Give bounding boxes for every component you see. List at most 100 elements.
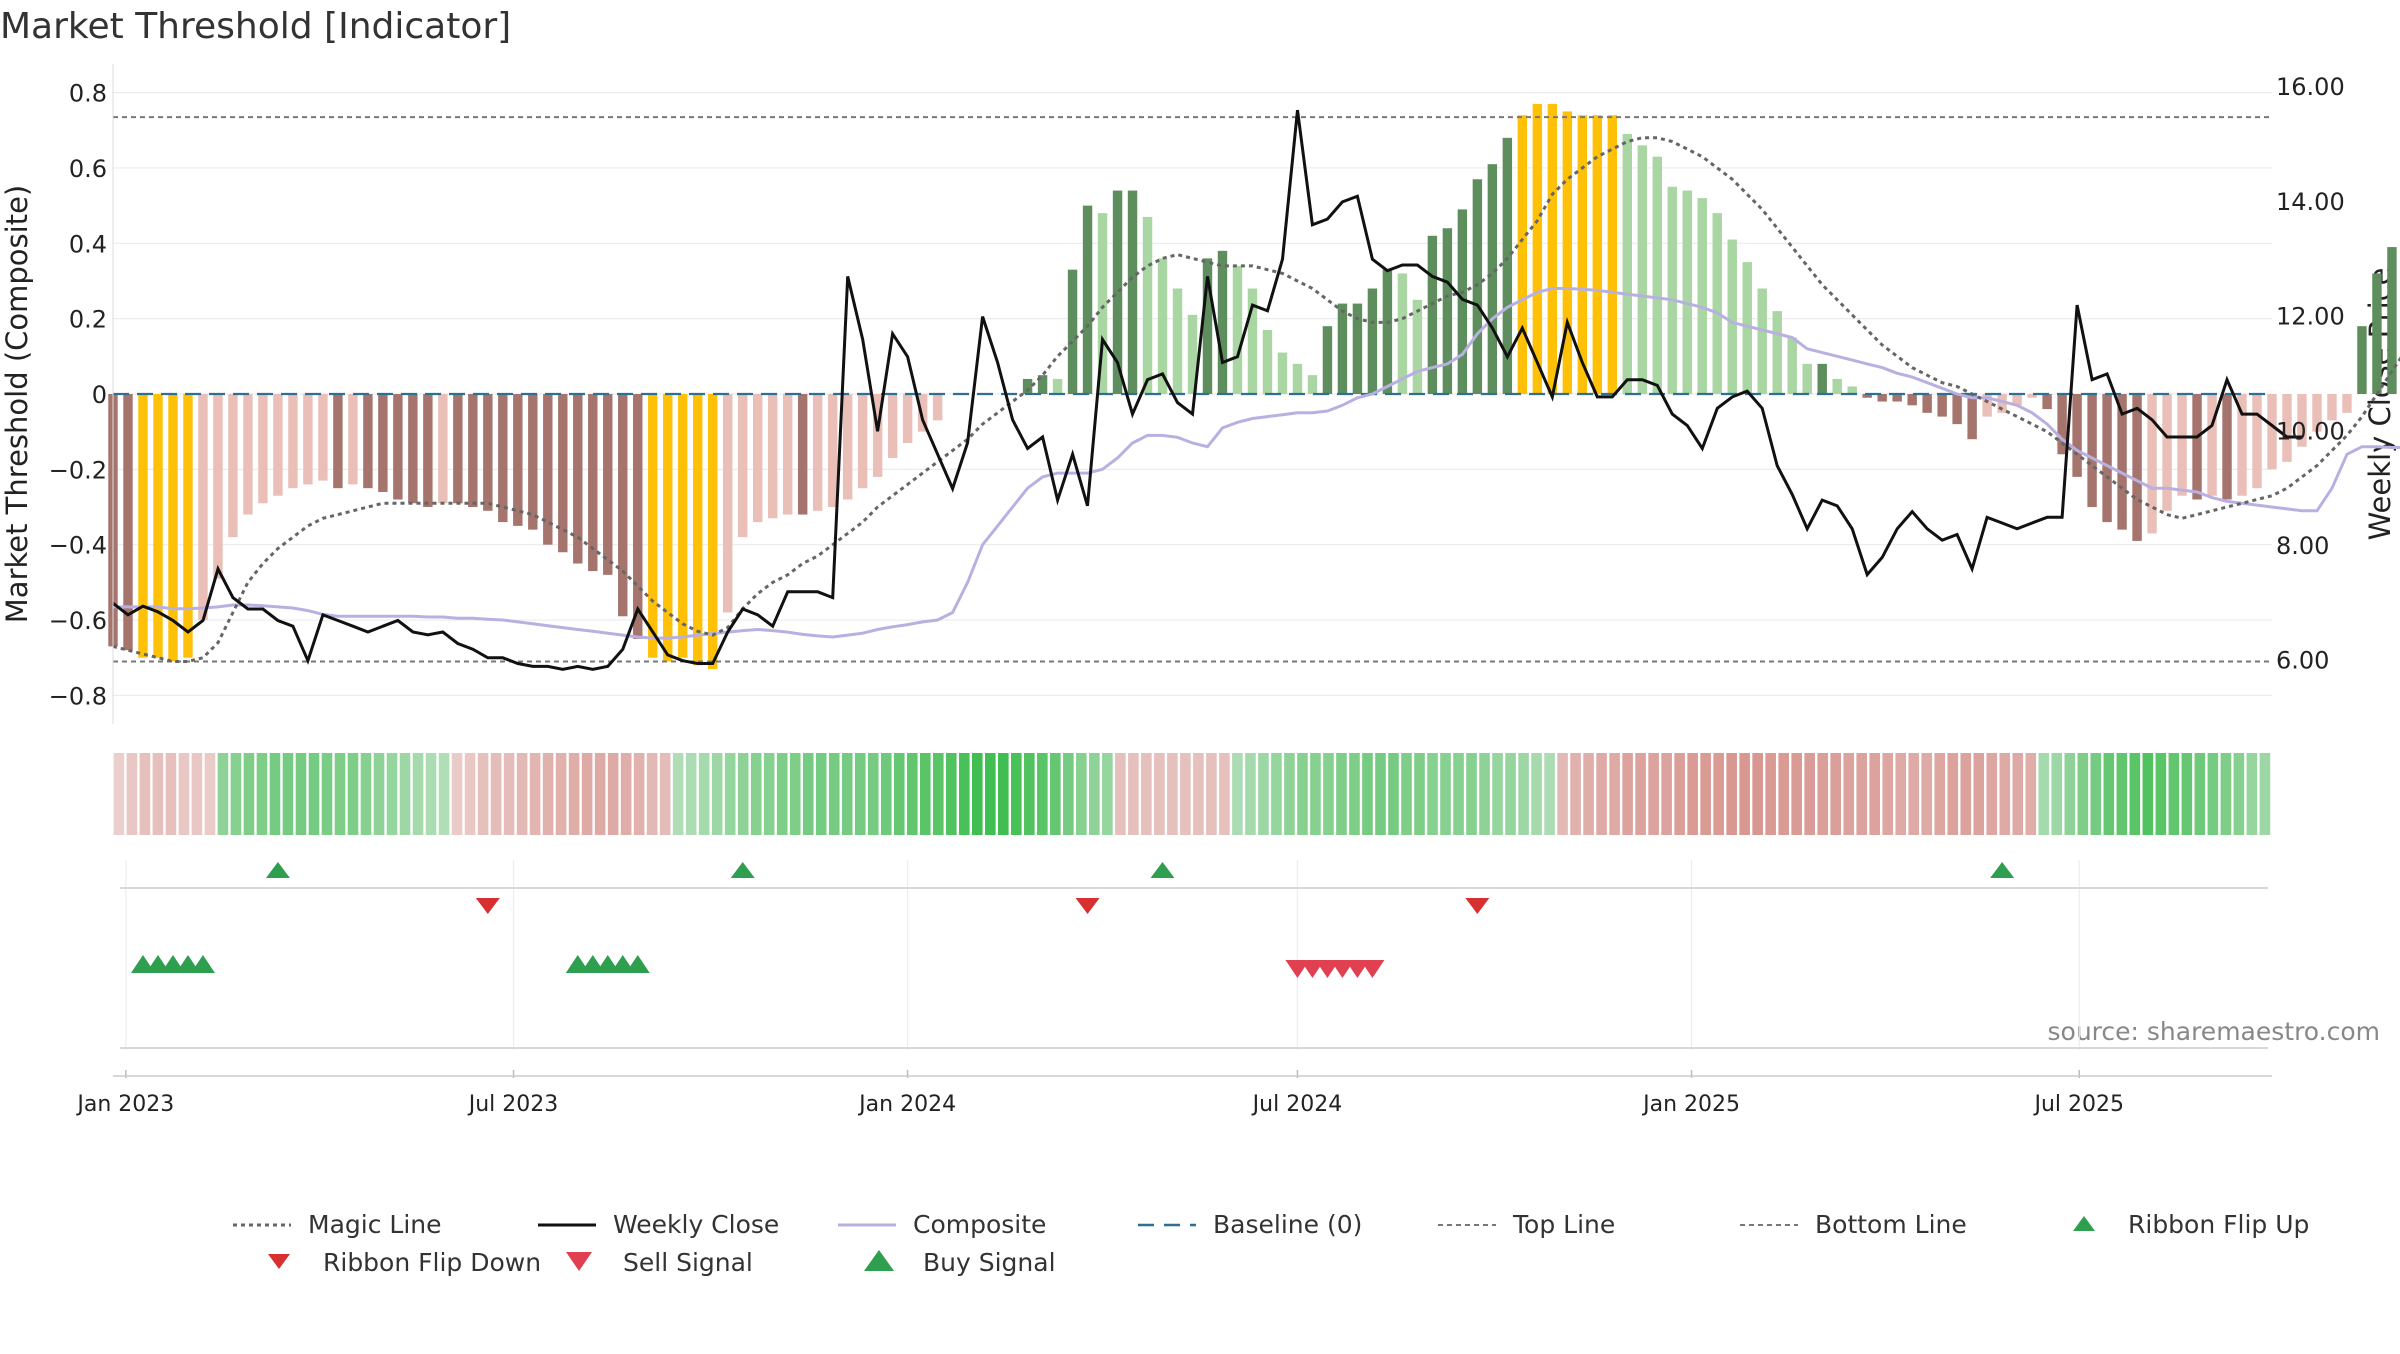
composite-bar bbox=[1307, 375, 1318, 394]
composite-bar bbox=[1607, 115, 1618, 395]
ribbon-cell bbox=[633, 753, 645, 835]
ribbon-cell bbox=[347, 753, 359, 835]
composite-bar bbox=[663, 394, 673, 662]
ribbon-flip-down-marker bbox=[1465, 898, 1490, 914]
composite-bar bbox=[693, 394, 703, 666]
ribbon-cell bbox=[1336, 753, 1347, 835]
ribbon-cell bbox=[1037, 753, 1048, 835]
composite-bar bbox=[2312, 394, 2322, 432]
ribbon-cell bbox=[998, 753, 1009, 835]
ribbon-cell bbox=[451, 753, 463, 835]
composite-bar bbox=[1337, 303, 1348, 394]
composite-bar bbox=[1187, 314, 1198, 394]
right-tick-label: 8.00 bbox=[2276, 532, 2329, 560]
ribbon-cell bbox=[438, 753, 450, 835]
composite-bar bbox=[1922, 394, 1932, 413]
ribbon-cell bbox=[1596, 753, 1607, 835]
ribbon-cell bbox=[750, 753, 762, 835]
ribbon-cell bbox=[2168, 753, 2180, 835]
left-tick-label: 0.8 bbox=[69, 80, 107, 108]
series-lines bbox=[112, 109, 2400, 671]
composite-bar bbox=[1772, 311, 1782, 394]
composite-bar bbox=[1682, 190, 1692, 394]
ribbon-cell bbox=[1791, 753, 1802, 835]
legend-label: Bottom Line bbox=[1815, 1210, 1967, 1239]
composite-bar bbox=[543, 394, 553, 545]
composite-bar bbox=[1022, 378, 1033, 394]
legend-item-flipup: Ribbon Flip Up bbox=[2073, 1210, 2309, 1239]
composite-bar bbox=[273, 394, 283, 496]
ribbon-cell bbox=[269, 753, 281, 835]
composite-bar bbox=[2132, 394, 2142, 541]
legend-item-flipdown: Ribbon Flip Down bbox=[268, 1248, 541, 1277]
x-tick-label: Jan 2023 bbox=[75, 1092, 174, 1117]
ribbon-cell bbox=[1479, 753, 1490, 835]
ribbon-cell bbox=[1284, 753, 1295, 835]
composite-bar bbox=[588, 394, 598, 572]
ribbon-cell bbox=[152, 753, 164, 835]
ribbon-cell bbox=[1180, 753, 1191, 835]
legend-item-magic: Magic Line bbox=[233, 1210, 442, 1239]
composite-bar bbox=[2162, 394, 2172, 511]
composite-bar bbox=[1142, 216, 1153, 394]
composite-bar bbox=[1592, 115, 1603, 395]
ribbon-cell bbox=[867, 753, 879, 835]
ribbon-cell bbox=[1271, 753, 1282, 835]
legend-label: Sell Signal bbox=[623, 1248, 753, 1277]
ribbon-cell bbox=[620, 753, 632, 835]
composite-bar bbox=[1397, 273, 1408, 394]
composite-bar bbox=[1637, 145, 1648, 394]
composite-bar bbox=[1952, 394, 1962, 425]
composite-bar bbox=[1742, 262, 1752, 394]
legend-item-close: Weekly Close bbox=[538, 1210, 779, 1239]
ribbon-cell bbox=[1895, 753, 1907, 835]
composite-bar bbox=[333, 394, 343, 489]
composite-bar bbox=[153, 394, 163, 658]
ribbon-cell bbox=[1999, 753, 2011, 835]
composite-bar bbox=[1667, 186, 1677, 394]
ribbon-cell bbox=[243, 753, 255, 835]
ribbon-cell bbox=[1973, 753, 1985, 835]
ribbon-cell bbox=[828, 753, 840, 835]
ribbon-cell bbox=[334, 753, 346, 835]
legend-swatch bbox=[268, 1254, 290, 1269]
composite-bar bbox=[1967, 394, 1977, 440]
composite-bar bbox=[1937, 394, 1947, 417]
ribbon-cell bbox=[2233, 753, 2245, 835]
ribbon-cell bbox=[1648, 753, 1659, 835]
ribbon-cell bbox=[477, 753, 489, 835]
ribbon-cell bbox=[958, 753, 970, 835]
composite-bar bbox=[2252, 394, 2262, 489]
legend-item-buy: Buy Signal bbox=[864, 1248, 1056, 1277]
composite-bar bbox=[2072, 394, 2082, 477]
composite-bar bbox=[1757, 288, 1767, 394]
ribbon-cell bbox=[204, 753, 216, 835]
ribbon-cell bbox=[1674, 753, 1685, 835]
ribbon-cell bbox=[126, 753, 138, 835]
composite-bar bbox=[1832, 378, 1842, 394]
composite-bar bbox=[1457, 209, 1468, 394]
composite-bar bbox=[393, 394, 403, 500]
ribbon-cell bbox=[1141, 753, 1152, 835]
composite-bar bbox=[917, 394, 928, 432]
composite-bar bbox=[1802, 363, 1812, 394]
composite-bar bbox=[228, 394, 238, 538]
legend-swatch bbox=[2073, 1216, 2095, 1231]
ribbon-cell bbox=[2025, 753, 2037, 835]
ribbon-cell bbox=[1063, 753, 1074, 835]
composite-bar bbox=[2207, 394, 2217, 496]
ribbon-cell bbox=[2246, 753, 2258, 835]
ribbon-cell bbox=[1635, 753, 1646, 835]
legend-label: Buy Signal bbox=[923, 1248, 1056, 1277]
ribbon-cell bbox=[1739, 753, 1750, 835]
ribbon-cell bbox=[555, 753, 567, 835]
composite-bar bbox=[1847, 386, 1857, 394]
composite-bar bbox=[1217, 250, 1228, 394]
composite-bar bbox=[1097, 213, 1108, 394]
composite-bar bbox=[1787, 337, 1797, 394]
ribbon-cell bbox=[2220, 753, 2232, 835]
composite-bar bbox=[1712, 213, 1722, 394]
ribbon-cell bbox=[893, 753, 905, 835]
legend-label: Weekly Close bbox=[613, 1210, 779, 1239]
